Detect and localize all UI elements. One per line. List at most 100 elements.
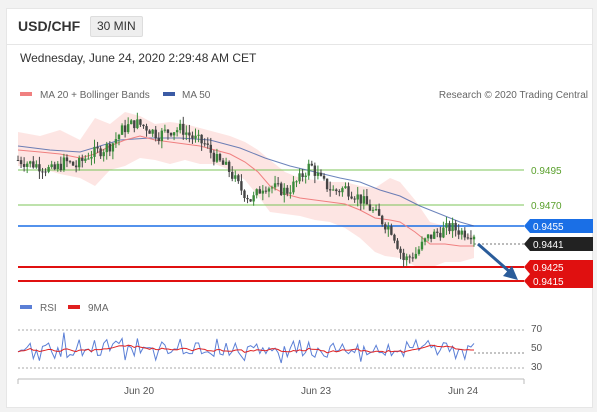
candle-body (371, 209, 375, 211)
candle-body (87, 158, 90, 160)
candle-body (84, 158, 87, 161)
candle-body (433, 231, 436, 239)
level-label-0.9470: 0.9470 (531, 201, 562, 212)
candle-body (267, 188, 271, 192)
candle-body (436, 231, 439, 233)
candle-body (218, 154, 222, 161)
candle-body (108, 143, 112, 152)
level-label-0.9425: 0.9425 (533, 263, 564, 274)
candle-body (374, 209, 378, 211)
candle-body (298, 173, 301, 182)
candle-body (50, 164, 53, 168)
candle-body (243, 190, 246, 198)
candle-body (279, 183, 283, 195)
ma50-line (17, 137, 475, 227)
x-tick-jun23: Jun 23 (301, 386, 331, 397)
candle-body (68, 161, 72, 163)
candle-body (44, 171, 47, 173)
candle-body (154, 129, 157, 139)
candle-body (246, 197, 249, 200)
candle-body (145, 126, 148, 131)
candle-body (252, 195, 255, 202)
candle-body (264, 190, 268, 192)
candle-body (347, 186, 350, 197)
candle-body (22, 164, 26, 167)
candle-body (469, 237, 473, 240)
candle-body (62, 157, 66, 171)
candle-body (414, 253, 418, 259)
candle-body (325, 178, 329, 190)
rsi-ma-line (17, 344, 474, 354)
candle-body (151, 129, 154, 134)
candle-body (59, 163, 63, 171)
candle-body (362, 196, 366, 204)
rsi-ma-legend-swatch (68, 305, 80, 309)
candle-body (29, 161, 32, 164)
level-label-0.9441: 0.9441 (533, 240, 564, 251)
candle-body (212, 152, 216, 162)
candle-body (365, 196, 369, 205)
candle-body (399, 248, 402, 253)
candle-body (384, 224, 387, 230)
candle-body (283, 187, 286, 195)
candle-body (402, 252, 405, 261)
candle-body (390, 226, 393, 235)
level-label-0.9495: 0.9495 (531, 166, 562, 177)
candle-body (463, 230, 467, 238)
candle-body (249, 199, 252, 202)
candle-body (81, 158, 84, 161)
candle-body (130, 120, 133, 125)
candle-body (454, 222, 457, 231)
candle-body (313, 165, 317, 176)
candle-body (350, 196, 353, 199)
candle-body (439, 232, 442, 238)
candle-body (90, 156, 93, 159)
candle-body (102, 152, 105, 157)
candle-body (380, 215, 384, 225)
pivot-badge: 0.9455 (524, 219, 593, 233)
candle-body (448, 223, 451, 232)
candle-body (182, 123, 185, 135)
candle-body (148, 130, 151, 134)
candle-body (261, 190, 265, 194)
ma50-legend-swatch (163, 92, 175, 96)
candle-body (387, 226, 390, 230)
candle-body (310, 163, 313, 166)
support-badge-1: 0.9425 (524, 260, 593, 274)
candle-body (270, 187, 274, 189)
candle-body (301, 173, 304, 178)
candle-body (169, 132, 173, 136)
timeframe-button[interactable]: 30 MIN (90, 16, 143, 37)
rsi-axis-50: 50 (531, 343, 543, 354)
candle-body (41, 171, 44, 173)
candle-body (175, 130, 179, 133)
support-badge-2: 0.9415 (524, 274, 593, 288)
candle-body (420, 241, 424, 250)
candle-body (120, 125, 124, 135)
candle-body (457, 230, 460, 235)
candle-body (166, 129, 170, 133)
candle-body (286, 187, 289, 194)
candle-body (194, 135, 197, 139)
candle-body (442, 227, 445, 238)
candle-body (191, 135, 194, 139)
rsi-axis-70: 70 (531, 324, 543, 335)
rsi-legend-label: RSI (40, 303, 57, 314)
candle-body (32, 161, 35, 168)
candle-body (289, 192, 292, 194)
candle-body (105, 143, 108, 153)
candle-body (47, 167, 50, 172)
candle-body (258, 189, 261, 194)
candle-body (56, 163, 59, 170)
candle-body (221, 160, 225, 165)
candle-body (123, 125, 127, 133)
candle-body (445, 223, 448, 228)
widget-header: USD/CHF 30 MIN (7, 9, 592, 45)
candle-body (172, 132, 176, 136)
x-tick-jun24: Jun 24 (448, 386, 478, 397)
candle-body (215, 154, 219, 162)
candle-body (142, 124, 145, 127)
candle-body (356, 194, 359, 200)
candle-body (179, 123, 182, 131)
candle-body (136, 119, 139, 129)
